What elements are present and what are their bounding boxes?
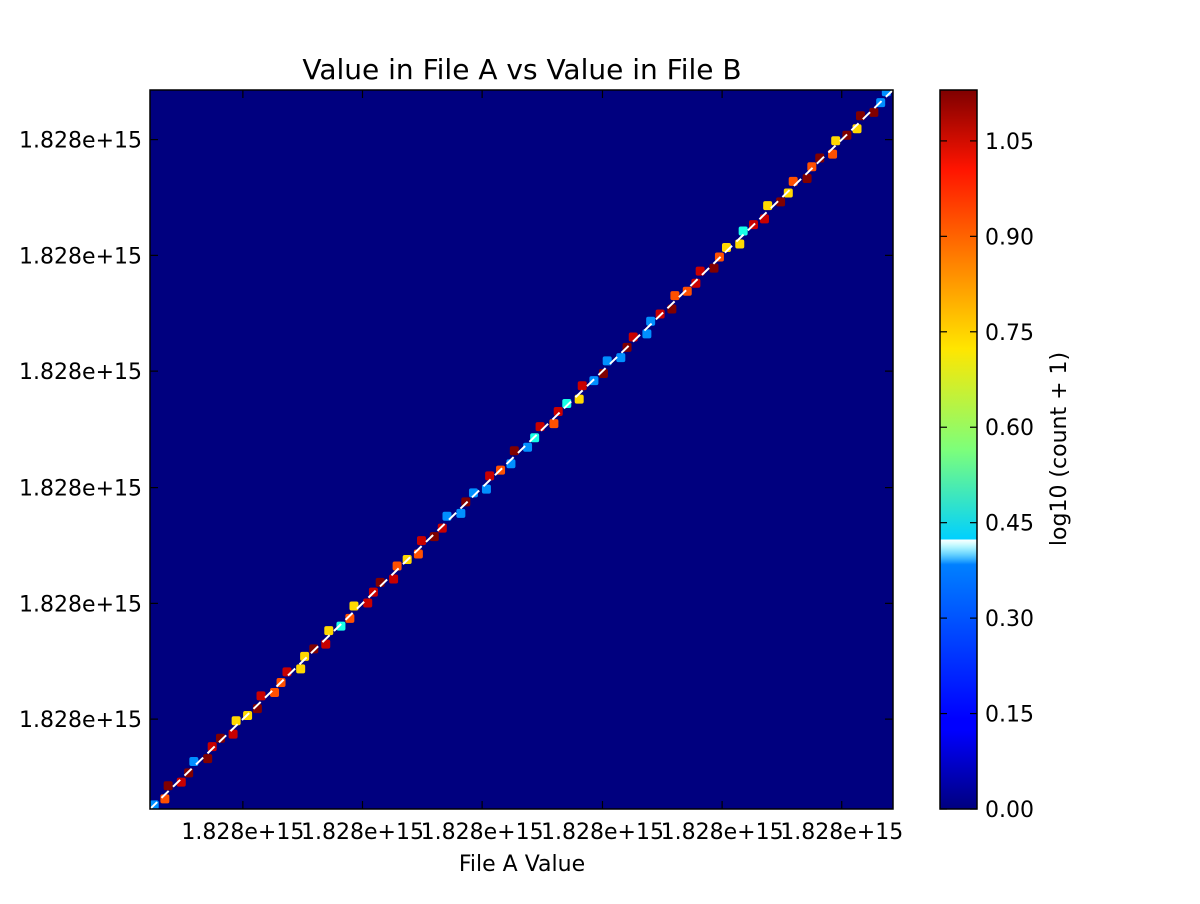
y-axis-ticks: 1.828e+15 1.828e+15 1.828e+15 1.828e+15 1.82…: [19, 129, 893, 733]
heatmap-bin: [869, 107, 879, 117]
y-tick-label: 1.828e+15: [19, 477, 142, 502]
heatmap-bin: [577, 381, 587, 391]
colorbar-tick-label: 0.90: [985, 225, 1034, 250]
colorbar-label: log10 (count + 1): [1047, 352, 1072, 546]
heatmap-bin: [783, 188, 793, 198]
heatmap-bin: [345, 613, 355, 623]
heatmap-bin: [461, 497, 471, 507]
heatmap-bin: [203, 754, 213, 764]
heatmap-bin: [776, 197, 786, 207]
heatmap-bin: [682, 286, 692, 296]
heatmap-bin: [228, 729, 238, 739]
y-tick-label: 1.828e+15: [19, 129, 142, 154]
x-tick-label: 1.828e+15: [301, 820, 424, 845]
heatmap-bin: [215, 733, 225, 743]
y-tick-label: 1.828e+15: [19, 592, 142, 617]
heatmap-bin: [437, 523, 447, 533]
heatmap-bin: [646, 316, 656, 326]
colorbar-ticks: 0.00 0.15 0.30 0.45 0.60 0.75 0.90 1.05: [940, 130, 1034, 823]
heatmap-bin: [389, 574, 399, 584]
heatmap-bin: [296, 664, 306, 674]
heatmap-bin: [670, 291, 680, 301]
colorbar-tick-label: 0.60: [985, 416, 1034, 441]
heatmap-bin: [282, 667, 292, 677]
heatmap-bin: [523, 442, 533, 452]
heatmap-bin: [349, 601, 359, 611]
heatmap-bin: [549, 419, 559, 429]
reference-line: [150, 90, 893, 809]
heatmap-bin: [270, 688, 280, 698]
heatmap-bin: [363, 598, 373, 608]
heatmap-bin: [324, 626, 334, 636]
heatmap-bin: [763, 201, 773, 211]
heatmap-bin: [509, 446, 519, 456]
colorbar-frame: [939, 89, 978, 810]
heatmap-bin: [485, 471, 495, 481]
heatmap-bin: [642, 329, 652, 339]
heatmap-bin: [802, 173, 812, 183]
heatmap-bin: [231, 716, 241, 726]
x-tick-label: 1.828e+15: [181, 820, 304, 845]
colorbar-tick-label: 1.05: [985, 130, 1034, 155]
heatmap-bin: [392, 561, 402, 571]
plot-frame: [149, 89, 894, 810]
colorbar-tick-label: 0.00: [985, 798, 1034, 823]
heatmap-bin: [807, 162, 817, 172]
colorbar-tick-label: 0.15: [985, 703, 1034, 728]
heatmap-bin: [429, 532, 439, 542]
heatmap-bin: [417, 536, 427, 546]
heatmap-bin: [562, 398, 572, 408]
heatmap-bin: [256, 691, 266, 701]
x-tick-label: 1.828e+15: [541, 820, 664, 845]
colorbar-tick-label: 0.75: [985, 321, 1034, 346]
colorbar: [940, 90, 977, 809]
heatmap-bin: [691, 278, 701, 288]
x-tick-label: 1.828e+15: [780, 820, 903, 845]
y-tick-label: 1.828e+15: [19, 360, 142, 385]
x-tick-label: 1.828e+15: [661, 820, 784, 845]
heatmap-bin: [336, 621, 346, 631]
colorbar-tick-label: 0.45: [985, 512, 1034, 537]
heatmap-bin: [456, 508, 466, 518]
heatmap-bin: [815, 153, 825, 163]
x-axis-ticks: 1.828e+151.828e+151.828e+151.828e+151.82…: [181, 90, 903, 845]
heatmap-bin: [413, 549, 423, 559]
y-tick-label: 1.828e+15: [19, 244, 142, 269]
x-tick-label: 1.828e+15: [421, 820, 544, 845]
heatmap-bin: [616, 353, 626, 363]
heatmap-bin: [163, 781, 173, 791]
chart-title: Value in File A vs Value in File B: [302, 53, 741, 86]
heatmap-bin: [738, 226, 748, 236]
colorbar-tick-label: 0.30: [985, 607, 1034, 632]
x-axis-label: File A Value: [459, 852, 585, 877]
heatmap-bin: [881, 90, 891, 97]
heatmap-bin: [207, 742, 217, 752]
heatmap-bin: [831, 136, 841, 146]
y-tick-label: 1.828e+15: [19, 708, 142, 733]
heatmap-bin: [553, 406, 563, 416]
heatmap-bin: [309, 644, 319, 654]
heatmap-bin: [709, 263, 719, 273]
